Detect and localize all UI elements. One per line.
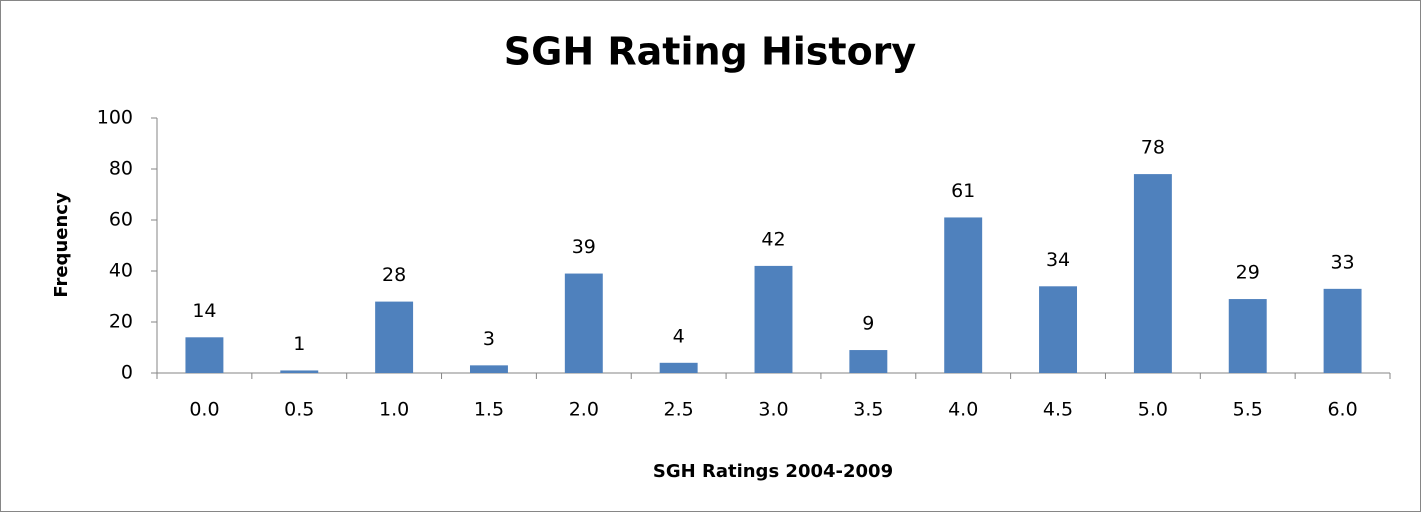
x-tick-label: 3.5 bbox=[853, 399, 883, 421]
y-tick-label: 20 bbox=[109, 311, 133, 333]
x-tick-label: 5.0 bbox=[1138, 399, 1168, 421]
bar bbox=[944, 217, 983, 373]
bar bbox=[564, 273, 603, 373]
value-label: 1 bbox=[293, 333, 305, 355]
bar bbox=[1228, 299, 1267, 373]
value-label: 42 bbox=[761, 228, 785, 250]
y-tick-label: 0 bbox=[121, 362, 133, 384]
x-tick-label: 2.0 bbox=[569, 399, 599, 421]
x-tick-label: 0.5 bbox=[284, 399, 314, 421]
value-label: 39 bbox=[572, 236, 596, 258]
x-tick-label: 5.5 bbox=[1233, 399, 1263, 421]
bar bbox=[469, 365, 508, 373]
value-label: 9 bbox=[862, 313, 874, 335]
y-tick-label: 60 bbox=[109, 209, 133, 231]
bar bbox=[849, 350, 888, 373]
bar bbox=[754, 265, 793, 373]
bar bbox=[1039, 286, 1078, 373]
chart-title: SGH Rating History bbox=[504, 30, 917, 74]
value-label: 78 bbox=[1141, 137, 1165, 159]
x-tick-label: 4.0 bbox=[948, 399, 978, 421]
value-label: 4 bbox=[673, 325, 685, 347]
y-tick-label: 100 bbox=[97, 107, 133, 129]
value-label: 29 bbox=[1236, 262, 1260, 284]
x-tick-label: 4.5 bbox=[1043, 399, 1073, 421]
value-label: 34 bbox=[1046, 249, 1070, 271]
bar bbox=[1323, 288, 1362, 373]
x-tick-label: 3.0 bbox=[758, 399, 788, 421]
x-tick-label: 2.5 bbox=[664, 399, 694, 421]
value-label: 61 bbox=[951, 180, 975, 202]
value-label: 28 bbox=[382, 264, 406, 286]
x-axis-label: SGH Ratings 2004-2009 bbox=[653, 461, 893, 482]
bar bbox=[1133, 174, 1172, 373]
value-label: 33 bbox=[1330, 251, 1354, 273]
y-tick-label: 80 bbox=[109, 158, 133, 180]
x-tick-label: 1.0 bbox=[379, 399, 409, 421]
value-label: 3 bbox=[483, 328, 495, 350]
x-tick-label: 0.0 bbox=[189, 399, 219, 421]
value-label: 14 bbox=[192, 300, 216, 322]
y-axis-label: Frequency bbox=[51, 192, 72, 298]
x-tick-label: 1.5 bbox=[474, 399, 504, 421]
y-tick-label: 40 bbox=[109, 260, 133, 282]
bar bbox=[185, 337, 224, 373]
bar bbox=[280, 370, 319, 373]
bar bbox=[375, 301, 414, 373]
bar bbox=[659, 362, 698, 373]
x-tick-label: 6.0 bbox=[1327, 399, 1357, 421]
